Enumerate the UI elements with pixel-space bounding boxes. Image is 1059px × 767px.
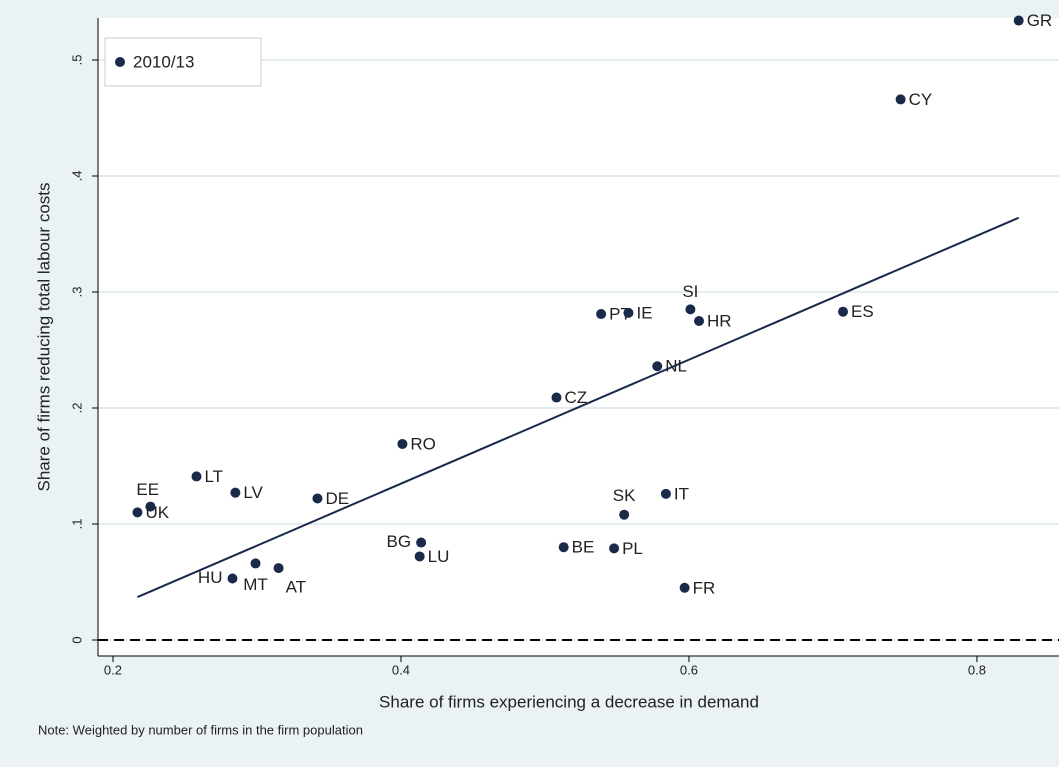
- point-label: AT: [286, 578, 306, 597]
- y-tick-label: 0: [69, 636, 84, 643]
- y-tick-label: .2: [69, 403, 84, 414]
- point-label: HU: [198, 568, 223, 587]
- point: [1013, 15, 1024, 26]
- point: [250, 558, 261, 569]
- point-label: LU: [428, 547, 450, 566]
- legend-box: [104, 37, 262, 87]
- point: [312, 493, 323, 504]
- x-tick-label: 0.6: [680, 662, 698, 677]
- point-label: CZ: [564, 388, 587, 407]
- point-label: IE: [636, 303, 652, 322]
- point-label: DE: [325, 489, 349, 508]
- point: [679, 582, 690, 593]
- point-label: BE: [572, 538, 595, 557]
- point: [397, 438, 408, 449]
- y-axis-title: Share of firms reducing total labour cos…: [34, 183, 53, 492]
- point-label: RO: [410, 434, 436, 453]
- point: [227, 573, 238, 584]
- point: [230, 487, 241, 498]
- point-label: LT: [204, 467, 223, 486]
- point-label: NL: [665, 357, 687, 376]
- point-label: BG: [387, 532, 412, 551]
- point: [838, 306, 849, 317]
- point: [623, 307, 634, 318]
- point: [414, 551, 425, 562]
- y-tick-label: .3: [69, 287, 84, 298]
- point: [558, 542, 569, 553]
- legend-marker: [115, 57, 125, 67]
- point: [619, 509, 630, 520]
- plot-area: [98, 18, 1059, 656]
- x-axis-title: Share of firms experiencing a decrease i…: [379, 692, 759, 711]
- y-tick-label: .4: [69, 171, 84, 182]
- point-label: HR: [707, 311, 732, 330]
- point: [609, 543, 620, 554]
- point-label: ES: [851, 302, 874, 321]
- point: [416, 537, 427, 548]
- point-label: FR: [693, 578, 716, 597]
- legend-label: 2010/13: [133, 52, 194, 71]
- point: [660, 488, 671, 499]
- point-label: CY: [909, 90, 933, 109]
- point: [596, 309, 607, 320]
- x-tick-label: 0.2: [104, 662, 122, 677]
- point: [273, 563, 284, 574]
- point: [694, 315, 705, 326]
- y-tick-label: .1: [69, 519, 84, 530]
- x-tick-label: 0.8: [968, 662, 986, 677]
- point-label: EE: [136, 480, 159, 499]
- point-label: IT: [674, 484, 689, 503]
- point-label: GR: [1027, 11, 1053, 30]
- point: [551, 392, 562, 403]
- note: Note: Weighted by number of firms in the…: [38, 722, 363, 737]
- y-tick-label: .5: [69, 55, 84, 66]
- point-label: UK: [145, 503, 169, 522]
- point-label: MT: [243, 575, 268, 594]
- point: [652, 361, 663, 372]
- point: [895, 94, 906, 105]
- point-label: SK: [613, 486, 636, 505]
- point-label: PL: [622, 539, 643, 558]
- point: [191, 471, 202, 482]
- point-label: LV: [243, 483, 263, 502]
- x-tick-label: 0.4: [392, 662, 410, 677]
- point: [145, 501, 156, 512]
- point: [132, 507, 143, 518]
- point-label: SI: [682, 282, 698, 301]
- point: [685, 304, 696, 315]
- fit-line: [137, 216, 1020, 598]
